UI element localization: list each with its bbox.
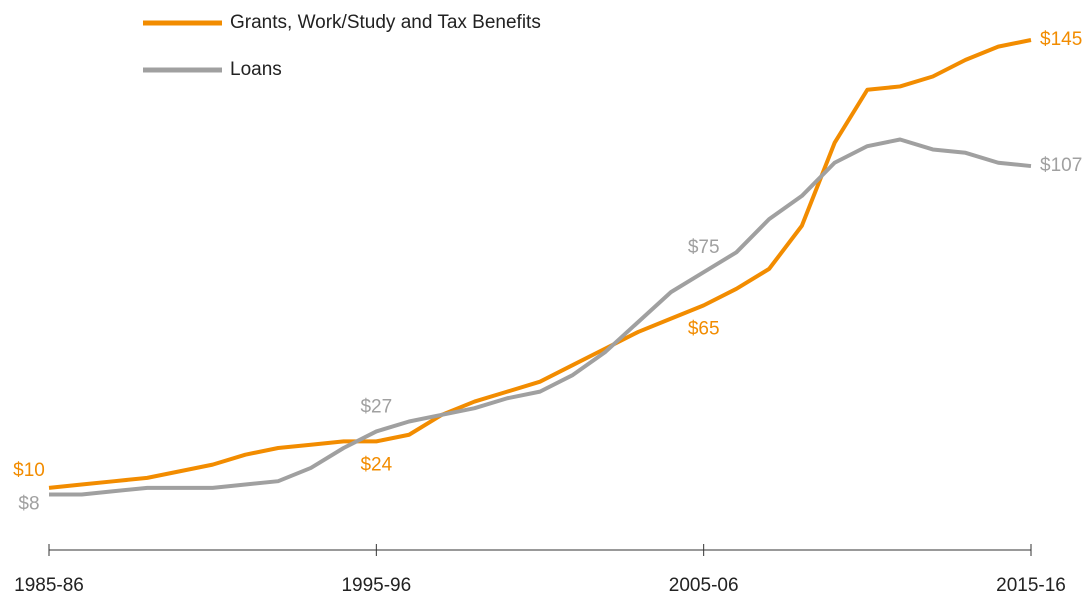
series-line [49, 137, 1032, 497]
x-tick-label: 2015-16 [996, 575, 1066, 596]
data-label: $8 [18, 493, 39, 514]
data-label: $145 [1040, 29, 1082, 50]
x-tick-label: 1995-96 [341, 575, 411, 596]
data-label: $24 [360, 454, 392, 475]
data-label: $107 [1040, 155, 1082, 176]
data-label: $65 [688, 318, 720, 339]
legend-label: Grants, Work/Study and Tax Benefits [230, 12, 541, 33]
data-label: $75 [688, 237, 720, 258]
series-line [48, 38, 1032, 490]
data-label: $27 [360, 396, 392, 417]
legend-label: Loans [230, 59, 282, 80]
x-tick-label: 2005-06 [669, 575, 739, 596]
data-label: $10 [13, 460, 45, 481]
x-tick-label: 1985-86 [14, 575, 84, 596]
